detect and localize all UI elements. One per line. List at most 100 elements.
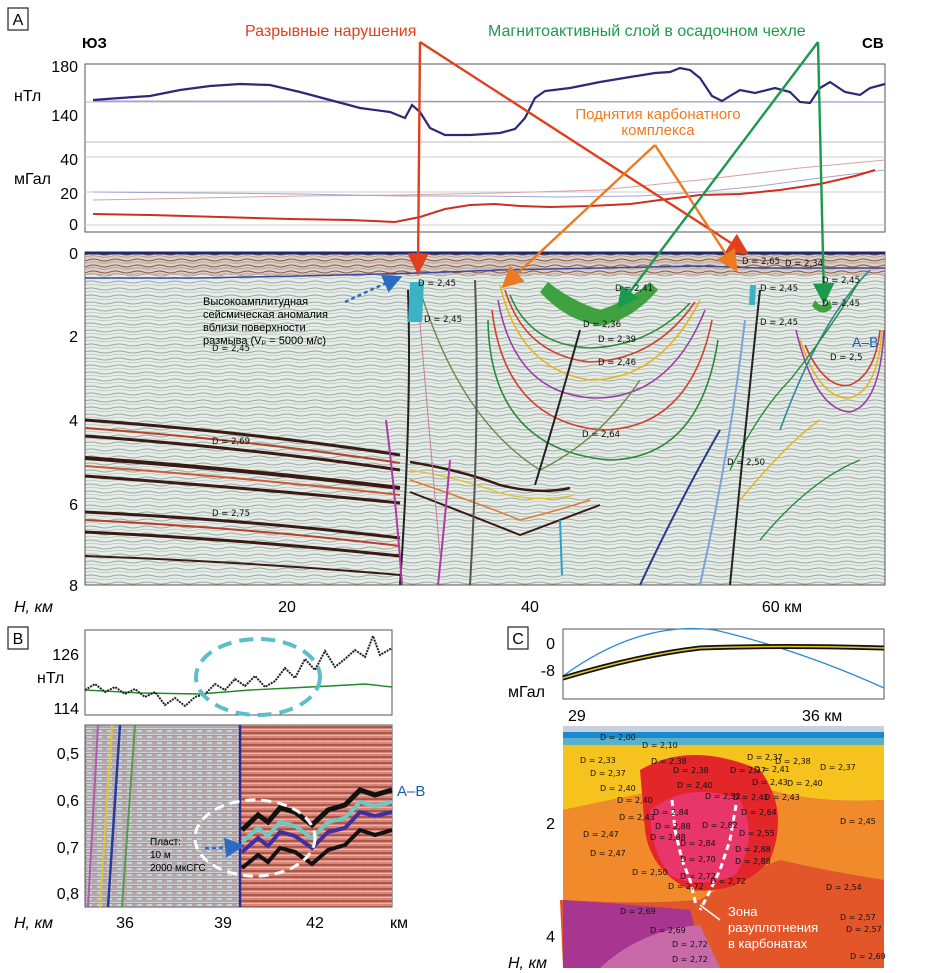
svg-text:D = 2,88: D = 2,88: [650, 833, 686, 842]
direction-sw: ЮЗ: [82, 35, 107, 52]
mag-curve: [92, 66, 886, 137]
panel-b-x-36: 36: [116, 915, 134, 932]
panel-b-depth-07: 0,7: [57, 840, 79, 857]
svg-text:D = 2,69: D = 2,69: [212, 437, 250, 447]
mag-reference-curve: [92, 100, 886, 103]
svg-text:D = 2,88: D = 2,88: [655, 822, 691, 831]
svg-text:D = 2,82: D = 2,82: [702, 821, 738, 830]
svg-text:2000 мкСГС: 2000 мкСГС: [150, 863, 206, 874]
svg-text:D = 2,40: D = 2,40: [617, 796, 653, 805]
annotation-seismic: Высокоамплитудная сейсмическая аномалия …: [203, 296, 328, 347]
panel-b-tick-126: 126: [52, 647, 79, 664]
svg-text:D = 2,69: D = 2,69: [850, 952, 886, 961]
panel-b-depth-05: 0,5: [57, 746, 79, 763]
panel-c-letter: C: [512, 631, 524, 648]
svg-text:D = 2,45: D = 2,45: [424, 315, 462, 325]
depth-tick-6: 6: [69, 497, 78, 514]
mag-tick-180: 180: [51, 59, 78, 76]
panel-c-x-36: 36 км: [802, 708, 842, 725]
svg-text:D = 2,64: D = 2,64: [741, 808, 777, 817]
panel-b-reference-curve: [84, 683, 393, 695]
svg-text:Высокоамплитудная: Высокоамплитудная: [203, 296, 308, 308]
svg-text:D = 2,54: D = 2,54: [826, 883, 862, 892]
svg-text:вблизи поверхности: вблизи поверхности: [203, 322, 306, 334]
faults: [385, 279, 761, 586]
panel-b-mag-curve: [84, 633, 393, 708]
density-model: [560, 726, 884, 968]
grav-tick-20: 20: [60, 186, 78, 203]
svg-text:D = 2,45: D = 2,45: [760, 318, 798, 328]
grav-tick-0: 0: [69, 217, 78, 234]
svg-text:2: 2: [546, 816, 555, 833]
svg-text:D = 2,50: D = 2,50: [632, 868, 668, 877]
panel-b-x-39: 39: [214, 915, 232, 932]
svg-text:D = 2,38: D = 2,38: [775, 757, 811, 766]
x-tick-40: 40: [521, 599, 539, 616]
x-tick-60: 60 км: [762, 599, 802, 616]
seismic-anomaly-marker: [408, 282, 424, 322]
panel-c-depth-ticks: 2 4: [546, 816, 555, 946]
field-graph-frame: [84, 63, 886, 233]
syncline-central: [419, 284, 719, 471]
panel-c-tick-0: 0: [546, 636, 555, 653]
erosion-surface: [85, 265, 885, 279]
grav-tick-40: 40: [60, 152, 78, 169]
seismic-section: [84, 251, 886, 586]
svg-text:D = 2,33: D = 2,33: [580, 756, 616, 765]
depth-tick-8: 8: [69, 578, 78, 595]
x-tick-20: 20: [278, 599, 296, 616]
mag-tick-140: 140: [51, 108, 78, 125]
svg-text:D = 2,36: D = 2,36: [583, 320, 621, 330]
profile-label-b: А–В: [397, 783, 425, 800]
svg-text:D = 2,47: D = 2,47: [583, 830, 619, 839]
svg-text:D = 2,38: D = 2,38: [673, 766, 709, 775]
svg-text:D = 2,37: D = 2,37: [747, 753, 783, 762]
svg-text:D = 2,88: D = 2,88: [735, 857, 771, 866]
reflectors-central: [409, 460, 601, 537]
panel-c: C 0 -8 мГал 29 36 км 2 4: [507, 626, 886, 972]
annotation-arrows: [344, 40, 835, 309]
panel-b-layer-ellipse: [193, 798, 317, 878]
svg-text:D = 2,40: D = 2,40: [677, 781, 713, 790]
svg-text:D = 2,46: D = 2,46: [598, 358, 636, 368]
svg-text:D = 2,47: D = 2,47: [590, 849, 626, 858]
panel-b-letter: B: [13, 631, 24, 648]
svg-text:D = 2,84: D = 2,84: [653, 808, 689, 817]
panel-b-magnetic-layer: [240, 809, 393, 854]
panel-c-unit: мГал: [508, 684, 545, 701]
panel-b-tick-114: 114: [53, 701, 79, 718]
panel-b-depth-08: 0,8: [57, 886, 79, 903]
depth-tick-4: 4: [69, 413, 78, 430]
panel-b-x-42: 42: [306, 915, 324, 932]
panel-b-layer-annotation: Пласт: 10 м 2000 мкСГС: [150, 837, 206, 874]
svg-text:D = 2,40: D = 2,40: [600, 784, 636, 793]
svg-text:D = 2,55: D = 2,55: [739, 829, 775, 838]
svg-text:D = 2,75: D = 2,75: [212, 509, 250, 519]
svg-text:D = 2,00: D = 2,00: [600, 733, 636, 742]
zone-label: Зона разуплотнения в карбонатах: [728, 904, 818, 951]
svg-text:D = 2,41: D = 2,41: [754, 765, 790, 774]
svg-text:D = 2,43: D = 2,43: [764, 793, 800, 802]
depth-tick-2: 2: [69, 329, 78, 346]
grav-reference-curve: [92, 159, 886, 201]
depth-tick-0: 0: [69, 246, 78, 263]
svg-text:D = 2,65: D = 2,65: [742, 257, 780, 267]
svg-text:D = 2,45: D = 2,45: [418, 279, 456, 289]
panel-c-model-curve: [562, 627, 885, 689]
svg-text:D = 2,72: D = 2,72: [668, 882, 704, 891]
grav-curve: [92, 169, 876, 224]
x-axis-label-b: H, км: [14, 915, 53, 932]
svg-text:D = 2,64: D = 2,64: [582, 430, 620, 440]
svg-text:4: 4: [546, 929, 555, 946]
svg-text:D = 2,41: D = 2,41: [733, 793, 769, 802]
svg-text:D = 2,45: D = 2,45: [212, 344, 250, 354]
svg-text:D = 2,45: D = 2,45: [760, 284, 798, 294]
magnetic-layer-central: [540, 282, 658, 326]
svg-text:D = 2,72: D = 2,72: [672, 955, 708, 964]
svg-text:Пласт:: Пласт:: [150, 837, 181, 848]
svg-text:D = 2,43: D = 2,43: [752, 778, 788, 787]
panel-a-letter-box: [7, 7, 29, 31]
svg-text:D = 2,45: D = 2,45: [840, 817, 876, 826]
svg-text:D = 2,50: D = 2,50: [727, 458, 765, 468]
